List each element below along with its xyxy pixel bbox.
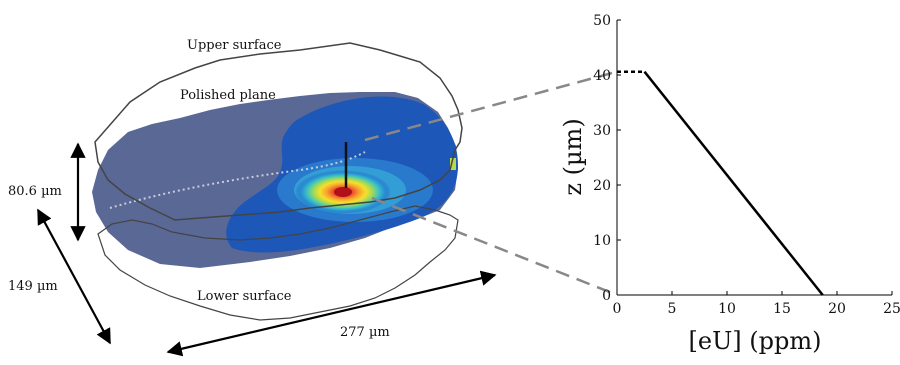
y-tick-label: 20 xyxy=(593,178,611,194)
height-label: 80.6 µm xyxy=(8,184,62,199)
edge-highlight xyxy=(450,158,456,170)
polished-plane-label: Polished plane xyxy=(180,88,276,103)
eu-hotspot-core xyxy=(334,187,352,197)
width-arrow xyxy=(37,208,111,345)
y-tick-label: 30 xyxy=(593,123,611,139)
y-axis-title: z (µm) xyxy=(559,118,587,195)
width-label: 149 µm xyxy=(8,279,58,294)
x-axis-title: [eU] (ppm) xyxy=(689,327,822,355)
lower-surface-label: Lower surface xyxy=(197,289,292,304)
y-tick-label: 50 xyxy=(593,13,611,29)
y-tick-label: 0 xyxy=(602,288,611,304)
profile-series-solid xyxy=(643,70,824,296)
length-arrow xyxy=(166,270,497,357)
x-tick-label: 25 xyxy=(883,301,900,317)
x-tick-label: 5 xyxy=(668,301,677,317)
y-tick-label: 10 xyxy=(593,233,611,249)
length-label: 277 µm xyxy=(340,325,390,340)
crystal-illustration: Upper surface Polished plane Lower surfa… xyxy=(8,38,613,357)
upper-surface-outline xyxy=(94,42,463,221)
x-tick-label: 10 xyxy=(718,301,736,317)
upper-surface-label: Upper surface xyxy=(187,38,282,53)
x-tick-label: 0 xyxy=(613,301,622,317)
x-tick-label: 20 xyxy=(828,301,846,317)
x-tick-label: 15 xyxy=(773,301,791,317)
y-tick-label: 40 xyxy=(593,68,611,84)
eu-profile-chart: 0 5 10 15 20 25 0 10 20 30 40 50 [eU] (ppm) z (µm) xyxy=(559,13,900,355)
